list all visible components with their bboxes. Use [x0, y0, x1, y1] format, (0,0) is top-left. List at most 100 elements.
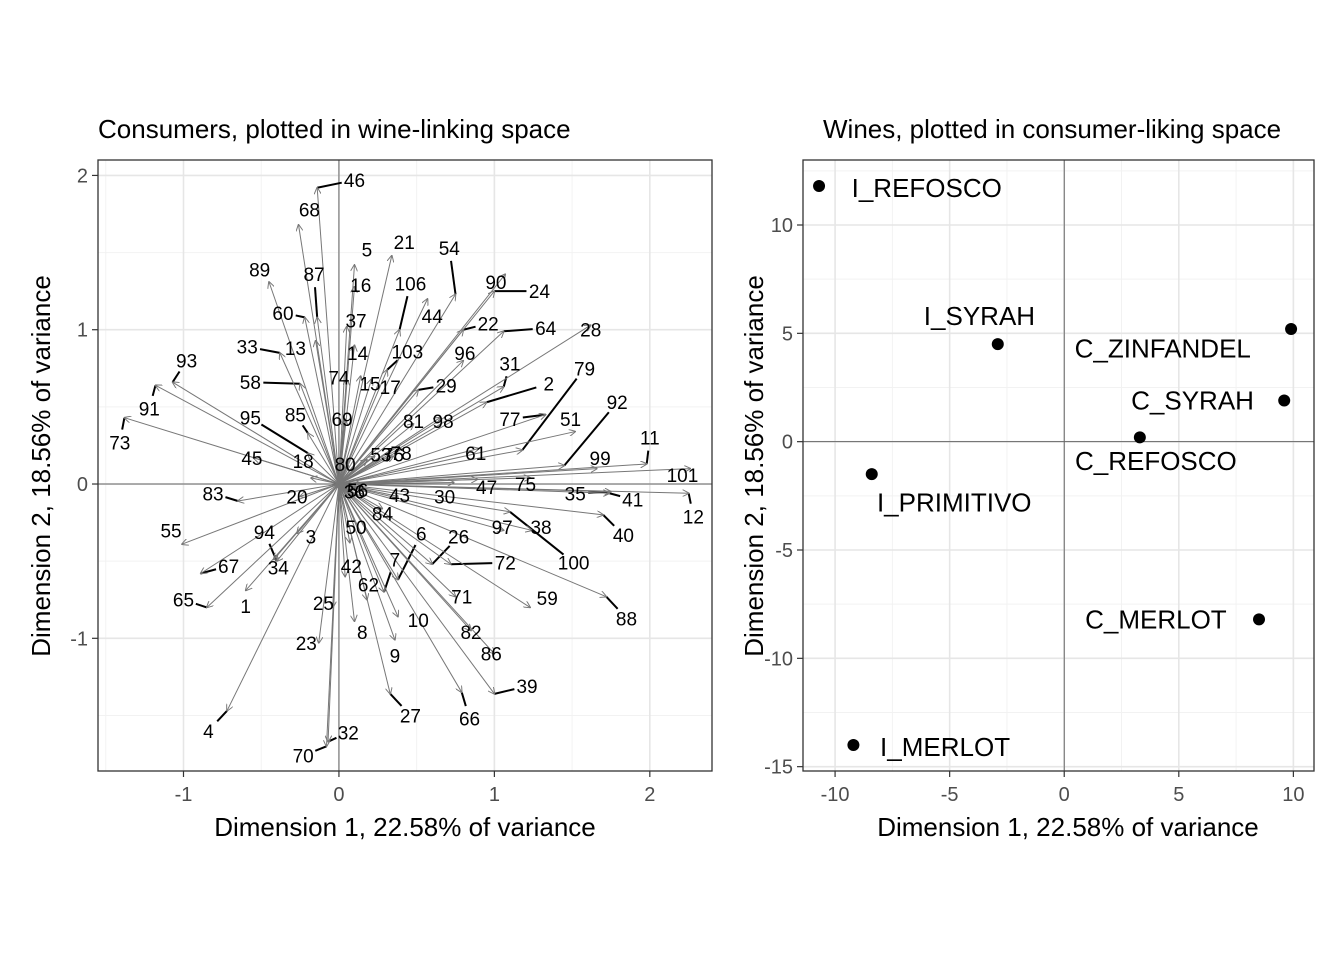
wines-panel-title: Wines, plotted in consumer-liking space: [823, 114, 1281, 144]
consumers-x-axis-title: Dimension 1, 22.58% of variance: [214, 812, 596, 842]
consumers-panel-title: Consumers, plotted in wine-linking space: [98, 114, 571, 144]
consumer-label-8: 8: [357, 623, 368, 644]
consumer-label-45: 45: [241, 449, 262, 470]
y-tick-label: -1: [70, 628, 88, 650]
consumer-arrow-96: [338, 361, 463, 485]
consumer-arrow-10: [338, 483, 398, 617]
consumer-label-67: 67: [218, 557, 239, 578]
y-tick-label: 1: [77, 320, 88, 342]
consumer-label-91: 91: [139, 399, 160, 420]
consumer-arrow-60: [305, 317, 340, 485]
consumer-label-61: 61: [465, 444, 486, 465]
consumers-x-ticks: -1 0 1 2: [175, 771, 655, 806]
consumer-label-79: 79: [574, 359, 595, 380]
consumer-label-58: 58: [240, 373, 261, 394]
x-tick-label: 10: [1282, 784, 1304, 806]
consumer-arrow-97: [338, 483, 504, 530]
consumer-label-73: 73: [109, 433, 130, 454]
y-tick-label: 0: [77, 474, 88, 496]
y-tick-label: 0: [782, 432, 793, 454]
consumer-leader-27: [389, 693, 403, 707]
consumer-label-103: 103: [391, 342, 423, 363]
consumer-label-40: 40: [613, 526, 634, 547]
y-tick-label: 5: [782, 323, 793, 345]
consumer-leader-93: [171, 370, 181, 383]
y-tick-label: 2: [77, 165, 88, 187]
consumer-arrow-39: [338, 483, 494, 694]
consumer-label-42: 42: [341, 557, 362, 578]
consumer-leader-54: [450, 260, 457, 295]
consumer-label-93: 93: [176, 352, 197, 373]
consumer-label-27: 27: [400, 706, 421, 727]
consumer-leader-79: [521, 378, 578, 451]
wine-point-i-merlot: [847, 739, 860, 751]
consumer-label-37: 37: [345, 311, 366, 332]
wines-y-ticks: -15 -10 -5 0 5 10: [764, 215, 803, 779]
consumer-label-14: 14: [347, 344, 369, 365]
wine-point-c-zinfandel: [1285, 323, 1298, 335]
consumer-label-4: 4: [203, 722, 214, 743]
consumer-arrow-58: [300, 384, 340, 485]
wine-point-c-merlot: [1253, 613, 1266, 626]
consumer-label-31: 31: [499, 355, 520, 376]
consumer-arrow-84: [338, 483, 383, 509]
consumer-arrow-99: [338, 469, 597, 485]
consumer-leader-92: [563, 411, 610, 467]
x-tick-label: -1: [175, 784, 193, 806]
consumers-panel: Consumers, plotted in wine-linking space…: [26, 114, 713, 842]
consumer-arrow-40: [338, 483, 603, 515]
consumer-label-12: 12: [683, 507, 704, 528]
consumer-label-51: 51: [560, 410, 581, 431]
consumer-label-41: 41: [622, 490, 643, 511]
consumer-arrow-42: [338, 483, 345, 577]
consumer-label-26: 26: [448, 527, 469, 548]
consumer-arrow-74: [338, 379, 347, 485]
consumer-arrow-62: [338, 483, 367, 600]
consumer-label-10: 10: [408, 611, 429, 632]
consumers-arrows: [124, 188, 690, 747]
consumer-label-38: 38: [530, 518, 551, 539]
consumer-label-84: 84: [372, 504, 394, 525]
consumer-arrow-23: [319, 483, 340, 643]
consumer-label-35: 35: [565, 484, 586, 505]
wine-point-i-primitivo: [865, 468, 878, 481]
consumer-leader-100: [509, 511, 565, 556]
consumer-arrow-26: [338, 483, 432, 564]
consumer-arrow-70: [327, 483, 340, 746]
consumer-arrow-4: [227, 483, 340, 711]
consumer-leader-4: [216, 710, 228, 723]
consumer-arrow-66: [338, 483, 462, 692]
wine-point-c-syrah: [1278, 394, 1291, 407]
consumer-label-33: 33: [237, 338, 258, 359]
consumers-reference-lines: [98, 160, 712, 771]
consumer-label-69: 69: [331, 410, 352, 431]
consumer-label-66: 66: [459, 710, 480, 731]
consumer-label-25: 25: [313, 594, 334, 615]
consumer-arrow-41: [338, 483, 609, 493]
consumer-leader-22: [463, 325, 476, 331]
consumer-arrow-67: [201, 483, 340, 573]
consumer-label-82: 82: [460, 623, 481, 644]
wine-point-i-syrah: [991, 338, 1004, 351]
consumer-label-83: 83: [202, 484, 223, 505]
consumer-arrow-90: [338, 274, 505, 485]
consumer-arrow-78: [338, 456, 393, 485]
x-tick-label: 0: [1059, 784, 1070, 806]
wine-label-c-zinfandel: C_ZINFANDEL: [1075, 334, 1251, 364]
consumer-label-59: 59: [537, 589, 558, 610]
consumer-label-98: 98: [433, 412, 454, 433]
consumer-leader-64: [503, 328, 533, 333]
consumer-label-36: 36: [344, 483, 365, 504]
consumer-leader-95: [260, 423, 309, 455]
consumer-label-68: 68: [299, 200, 320, 221]
consumer-arrow-71: [338, 483, 456, 597]
y-tick-label: -10: [764, 648, 793, 670]
consumer-label-99: 99: [590, 449, 611, 470]
consumer-label-88: 88: [616, 609, 637, 630]
consumer-label-15: 15: [359, 375, 380, 396]
consumer-arrow-92: [338, 466, 564, 485]
consumer-arrow-89: [269, 282, 340, 485]
consumer-label-43: 43: [389, 486, 410, 507]
consumer-label-76: 76: [383, 446, 404, 467]
